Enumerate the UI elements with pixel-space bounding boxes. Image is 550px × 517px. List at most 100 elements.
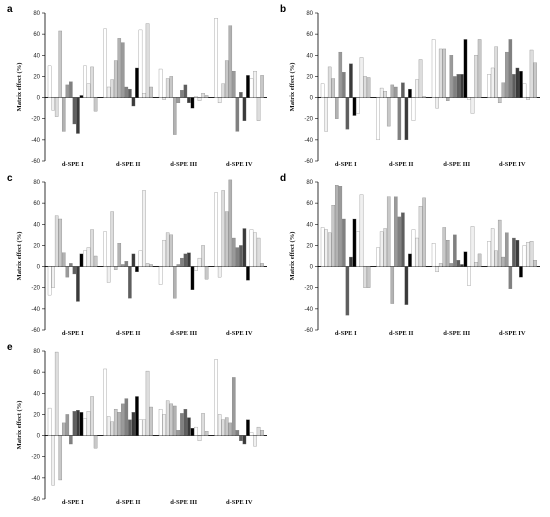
y-tick-label: 0 (37, 96, 41, 102)
bar-d-g4-b14 (533, 260, 537, 267)
bar-e-g1-b14 (93, 435, 98, 449)
bar-e-g1-b7 (69, 435, 73, 445)
y-tick-label: 40 (306, 222, 313, 228)
bar-c-g4-b2 (217, 266, 222, 278)
bar-d-g3-b9 (460, 264, 464, 267)
bar-d-g2-b10 (408, 253, 412, 267)
y-tick-label: -40 (304, 307, 313, 313)
bar-e-g1-b4 (58, 435, 63, 481)
bar-e-g2-b4 (113, 408, 118, 436)
bar-e-g4-b7 (235, 430, 240, 436)
bar-e-g4-b9 (242, 435, 247, 445)
bar-a-g1-b13 (90, 66, 94, 98)
bar-c-g2-b5 (117, 243, 122, 267)
bar-c-g2-b13 (145, 263, 150, 267)
y-tick-label: 80 (306, 180, 313, 186)
y-tick-label: -60 (304, 328, 313, 334)
bar-a-g4-b10 (246, 75, 250, 98)
bar-b-g3-b6 (449, 55, 454, 98)
bar-d-g3-b5 (445, 239, 450, 267)
y-tick-label: -40 (31, 307, 40, 313)
bar-b-g4-b2 (490, 67, 495, 98)
bar-c-g3-b14 (204, 266, 209, 280)
y-tick-label: 60 (33, 201, 40, 207)
bar-a-g1-b3 (54, 97, 59, 117)
bar-e-g2-b1 (103, 368, 107, 436)
y-tick-label: 20 (306, 74, 313, 80)
y-tick-label: 40 (33, 222, 40, 228)
bar-a-g2-b13 (145, 23, 150, 98)
bar-b-g3-b10 (463, 39, 468, 98)
bar-e-g2-b12 (142, 419, 146, 436)
bar-a-g2-b5 (117, 38, 122, 98)
y-tick-label: -60 (31, 159, 40, 165)
bar-e-g3-b5 (172, 405, 177, 436)
bar-c-g4-b11 (249, 229, 254, 267)
bar-a-g1-b10 (79, 95, 84, 98)
bar-d-g1-b5 (334, 185, 339, 267)
bar-d-g1-b11 (356, 231, 360, 267)
category-label: d-SPE II (116, 330, 141, 337)
category-label: d-SPE I (62, 330, 84, 337)
panel-c: c Matrix effect (%) -60 -40 -20 0 20 40 60 80 d-SP… (7, 173, 267, 337)
bar-e-g4-b11 (249, 432, 254, 436)
bar-a-g2-b12 (142, 93, 146, 98)
bar-a-g2-b1 (103, 28, 107, 98)
y-tick-label: 40 (306, 53, 313, 59)
category-label: d-SPE IV (226, 161, 253, 168)
bar-c-g3-b5 (172, 266, 177, 299)
y-tick-label: -60 (31, 328, 40, 334)
bar-c-g3-b11 (194, 266, 198, 271)
y-tick-label: 20 (33, 243, 40, 249)
bar-a-g3-b12 (197, 97, 202, 101)
bar-b-g4-b1 (487, 74, 491, 98)
bar-e-g2-b9 (131, 412, 136, 436)
bar-b-g4-b11 (522, 83, 527, 98)
bar-c-g1-b7 (69, 263, 73, 267)
bar-c-g4-b1 (214, 192, 218, 267)
y-tick-label: -20 (31, 286, 40, 292)
bar-d-g1-b12 (359, 194, 364, 267)
bar-c-g1-b12 (86, 247, 91, 267)
bar-e-g3-b8 (183, 408, 188, 436)
category-label: d-SPE III (170, 330, 197, 337)
bar-e-g1-b8 (72, 411, 77, 436)
bar-a-g2-b3 (110, 79, 114, 98)
bar-c-g4-b6 (232, 237, 236, 267)
bar-b-g3-b1 (431, 39, 436, 98)
bar-d-g2-b4 (386, 196, 391, 267)
bar-e-g3-b4 (169, 403, 174, 436)
bar-d-g1-b8 (345, 266, 350, 316)
bar-d-g3-b12 (470, 226, 475, 267)
y-tick-label: -20 (31, 455, 40, 461)
bar-e-g1-b9 (76, 410, 80, 436)
bar-a-g3-b4 (169, 76, 174, 98)
bar-b-g3-b9 (460, 74, 464, 98)
bar-a-g4-b5 (228, 25, 233, 98)
bar-d-g2-b1 (376, 247, 380, 267)
bar-d-g1-b9 (349, 256, 353, 267)
bar-c-g3-b9 (187, 252, 191, 267)
y-tick-label: -60 (304, 159, 313, 165)
bar-a-g2-b7 (124, 86, 129, 98)
bar-b-g4-b4 (497, 97, 502, 104)
bar-d-g3-b13 (474, 262, 478, 267)
bar-b-g2-b3 (383, 91, 387, 98)
bar-a-g4-b12 (253, 70, 257, 98)
bar-b-g2-b14 (422, 96, 426, 98)
bar-b-g4-b5 (501, 82, 506, 98)
category-label: d-SPE IV (226, 330, 253, 337)
bar-c-g3-b13 (201, 245, 205, 267)
bar-d-g4-b4 (497, 219, 502, 267)
bar-a-g2-b9 (131, 97, 136, 107)
bar-a-g2-b10 (135, 67, 139, 98)
bar-e-g2-b2 (106, 416, 111, 436)
bar-c-g3-b4 (169, 234, 174, 267)
category-label: d-SPE II (116, 161, 141, 168)
bar-e-g4-b2 (217, 414, 222, 436)
bar-c-g1-b10 (79, 253, 84, 267)
bar-a-g3-b6 (176, 97, 181, 104)
bar-a-g4-b4 (224, 60, 229, 98)
y-tick-label: 80 (306, 11, 313, 17)
bar-a-g3-b3 (165, 78, 170, 98)
